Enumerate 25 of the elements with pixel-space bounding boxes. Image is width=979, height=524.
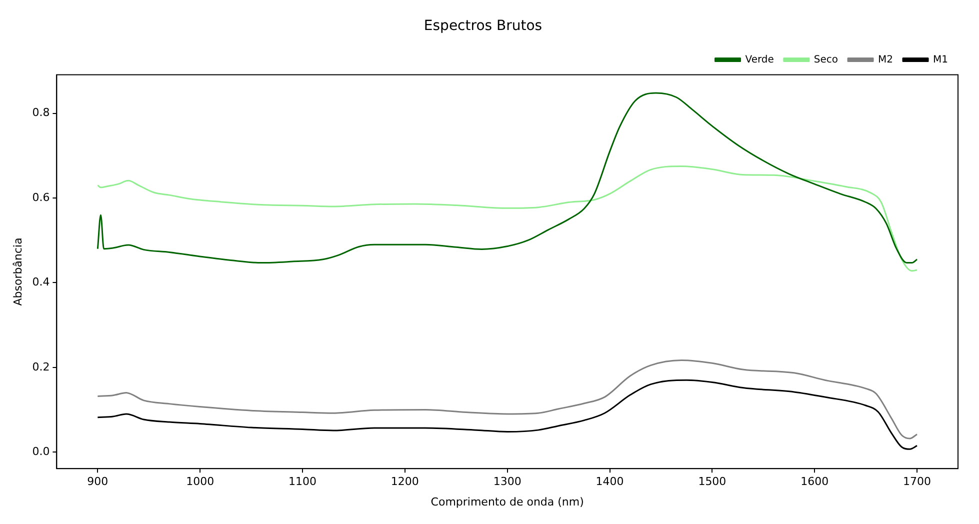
line-series [96,166,918,272]
y-tick-label: 0.6 [32,190,50,204]
x-tick-label: 1600 [800,475,829,488]
x-tick-label: 1500 [698,475,726,488]
x-tick-label: 1100 [288,475,317,488]
legend-label: Verde [745,54,774,66]
y-tick-label: 0.4 [32,276,50,289]
x-tick-label: 1400 [596,475,624,488]
line-series [96,379,918,450]
line-series [96,359,918,440]
x-tick-label: 1300 [493,475,522,488]
legend-label: Seco [814,54,838,66]
x-tick-label: 1700 [903,475,932,488]
y-axis-title: Absorbância [11,238,24,306]
x-tick-label: 1000 [186,475,214,488]
chart-title: Espectros Brutos [424,18,542,34]
y-tick-label: 0.0 [32,444,50,458]
y-tick-label: 0.2 [32,360,50,374]
x-tick-label: 1200 [390,475,419,488]
x-axis-title: Comprimento de onda (nm) [430,495,584,508]
x-tick-label: 900 [87,475,108,488]
legend-label: M2 [878,54,894,66]
line-series [96,92,918,264]
y-tick-label: 0.8 [32,106,50,120]
legend-label: M1 [933,54,948,66]
